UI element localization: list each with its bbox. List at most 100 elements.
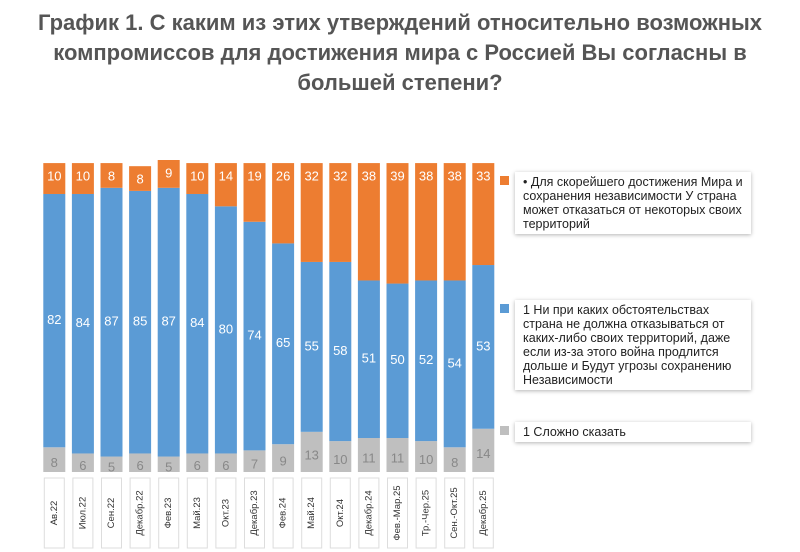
data-label: 6 <box>79 458 86 473</box>
bar-segment <box>415 441 438 472</box>
bar-segment <box>129 166 152 191</box>
legend-item: 1 Сложно сказать <box>500 422 751 442</box>
bar-segment <box>71 453 94 472</box>
data-label: 50 <box>390 352 404 367</box>
x-label-box <box>101 477 122 549</box>
data-label: 19 <box>247 169 261 184</box>
data-label: 52 <box>419 352 433 367</box>
data-label: 84 <box>76 315 90 330</box>
x-label-box <box>358 477 380 549</box>
data-label: 10 <box>333 452 347 467</box>
data-label: 7 <box>251 457 258 472</box>
data-label: 9 <box>165 165 172 180</box>
x-label-box <box>43 477 65 549</box>
x-tick-label: Тр.-Чер.25 <box>421 490 432 536</box>
bar-segment <box>71 163 94 194</box>
x-tick-label: Фев.23 <box>163 498 174 529</box>
x-tick-label: Май.23 <box>192 497 203 529</box>
data-label: 26 <box>276 169 290 184</box>
x-tick-label: Июл.22 <box>77 497 88 530</box>
data-label: 74 <box>247 328 261 343</box>
data-label: 8 <box>451 455 458 470</box>
x-tick-label: Фев.24 <box>278 498 289 529</box>
data-label: 6 <box>194 458 201 473</box>
bar-segment <box>443 447 466 472</box>
bar-segment <box>443 163 466 281</box>
legend-label: 1 Ни при каких обстоятельствах страна не… <box>515 300 751 390</box>
x-label-box <box>244 477 265 549</box>
bar-segment <box>214 206 237 454</box>
data-label: 32 <box>333 169 347 184</box>
bar-segment <box>300 163 323 262</box>
bar-segment <box>357 280 380 439</box>
bar-segment <box>186 193 209 454</box>
data-label: 10 <box>419 452 433 467</box>
bar-segment <box>129 453 152 472</box>
chart-title: График 1. С каким из этих утверждений от… <box>37 10 763 95</box>
data-label: 87 <box>161 314 175 329</box>
bar-segment <box>43 447 66 472</box>
bar-segment <box>186 453 209 472</box>
data-label: 33 <box>476 169 490 184</box>
x-tick-label: Ав.22 <box>49 501 60 526</box>
bar-segment <box>386 163 409 284</box>
bar-segment <box>329 261 352 442</box>
x-tick-label: Фев.-Мар.25 <box>392 485 403 540</box>
bar-segment <box>272 444 295 472</box>
legend-item: • Для скорейшего достижения Мира и сохра… <box>500 172 751 234</box>
bar-segment <box>472 428 495 472</box>
data-label: 14 <box>476 446 490 461</box>
bar-segment <box>129 190 152 454</box>
x-tick-label: Декабр.25 <box>478 490 489 535</box>
data-label: 6 <box>222 458 229 473</box>
bar-segment <box>329 441 352 472</box>
data-label: 8 <box>51 455 58 470</box>
bar-segment <box>100 456 123 472</box>
bar-segment <box>472 163 495 266</box>
data-label: 51 <box>362 351 376 366</box>
x-label-box <box>158 477 180 549</box>
legend-label: • Для скорейшего достижения Мира и сохра… <box>515 172 751 234</box>
data-label: 13 <box>304 447 318 462</box>
data-label: 11 <box>362 450 376 465</box>
data-label: 39 <box>390 169 404 184</box>
bar-segment <box>386 438 409 472</box>
bar-segment <box>443 280 466 448</box>
bar-segment <box>157 187 180 457</box>
data-label: 54 <box>447 355 461 370</box>
bar-segment <box>243 450 266 472</box>
x-label-box <box>186 477 208 549</box>
x-tick-label: Декабр.22 <box>135 490 146 535</box>
bar-segment <box>157 456 180 472</box>
legend-swatch <box>500 426 509 435</box>
data-label: 10 <box>190 169 204 184</box>
data-label: 80 <box>219 321 233 336</box>
data-label: 55 <box>304 338 318 353</box>
data-label: 87 <box>104 314 118 329</box>
legend-item: 1 Ни при каких обстоятельствах страна не… <box>500 300 751 390</box>
bar-segment <box>100 163 123 188</box>
data-label: 82 <box>47 312 61 327</box>
bar-segment <box>357 163 380 281</box>
x-label-box <box>72 477 94 549</box>
x-label-box <box>444 477 466 549</box>
data-label: 10 <box>76 169 90 184</box>
data-label: 11 <box>391 450 405 465</box>
x-label-box <box>272 477 294 549</box>
x-tick-label: Декабр.24 <box>363 490 374 535</box>
bar-segment <box>157 160 180 188</box>
bar-segment <box>357 438 380 472</box>
legend-swatch <box>500 304 509 313</box>
x-tick-label: Окт.24 <box>335 499 346 527</box>
x-tick-label: Сен.-Окт.25 <box>449 487 460 538</box>
legend-label: 1 Сложно сказать <box>515 422 751 442</box>
data-label: 65 <box>276 335 290 350</box>
bar-segment <box>472 265 495 429</box>
bar-segment <box>243 221 266 451</box>
x-tick-label: Май.24 <box>306 497 317 529</box>
bar-segment <box>186 163 209 194</box>
bar-segment <box>386 283 409 439</box>
data-label: 53 <box>476 338 490 353</box>
bar-segment <box>415 163 438 281</box>
